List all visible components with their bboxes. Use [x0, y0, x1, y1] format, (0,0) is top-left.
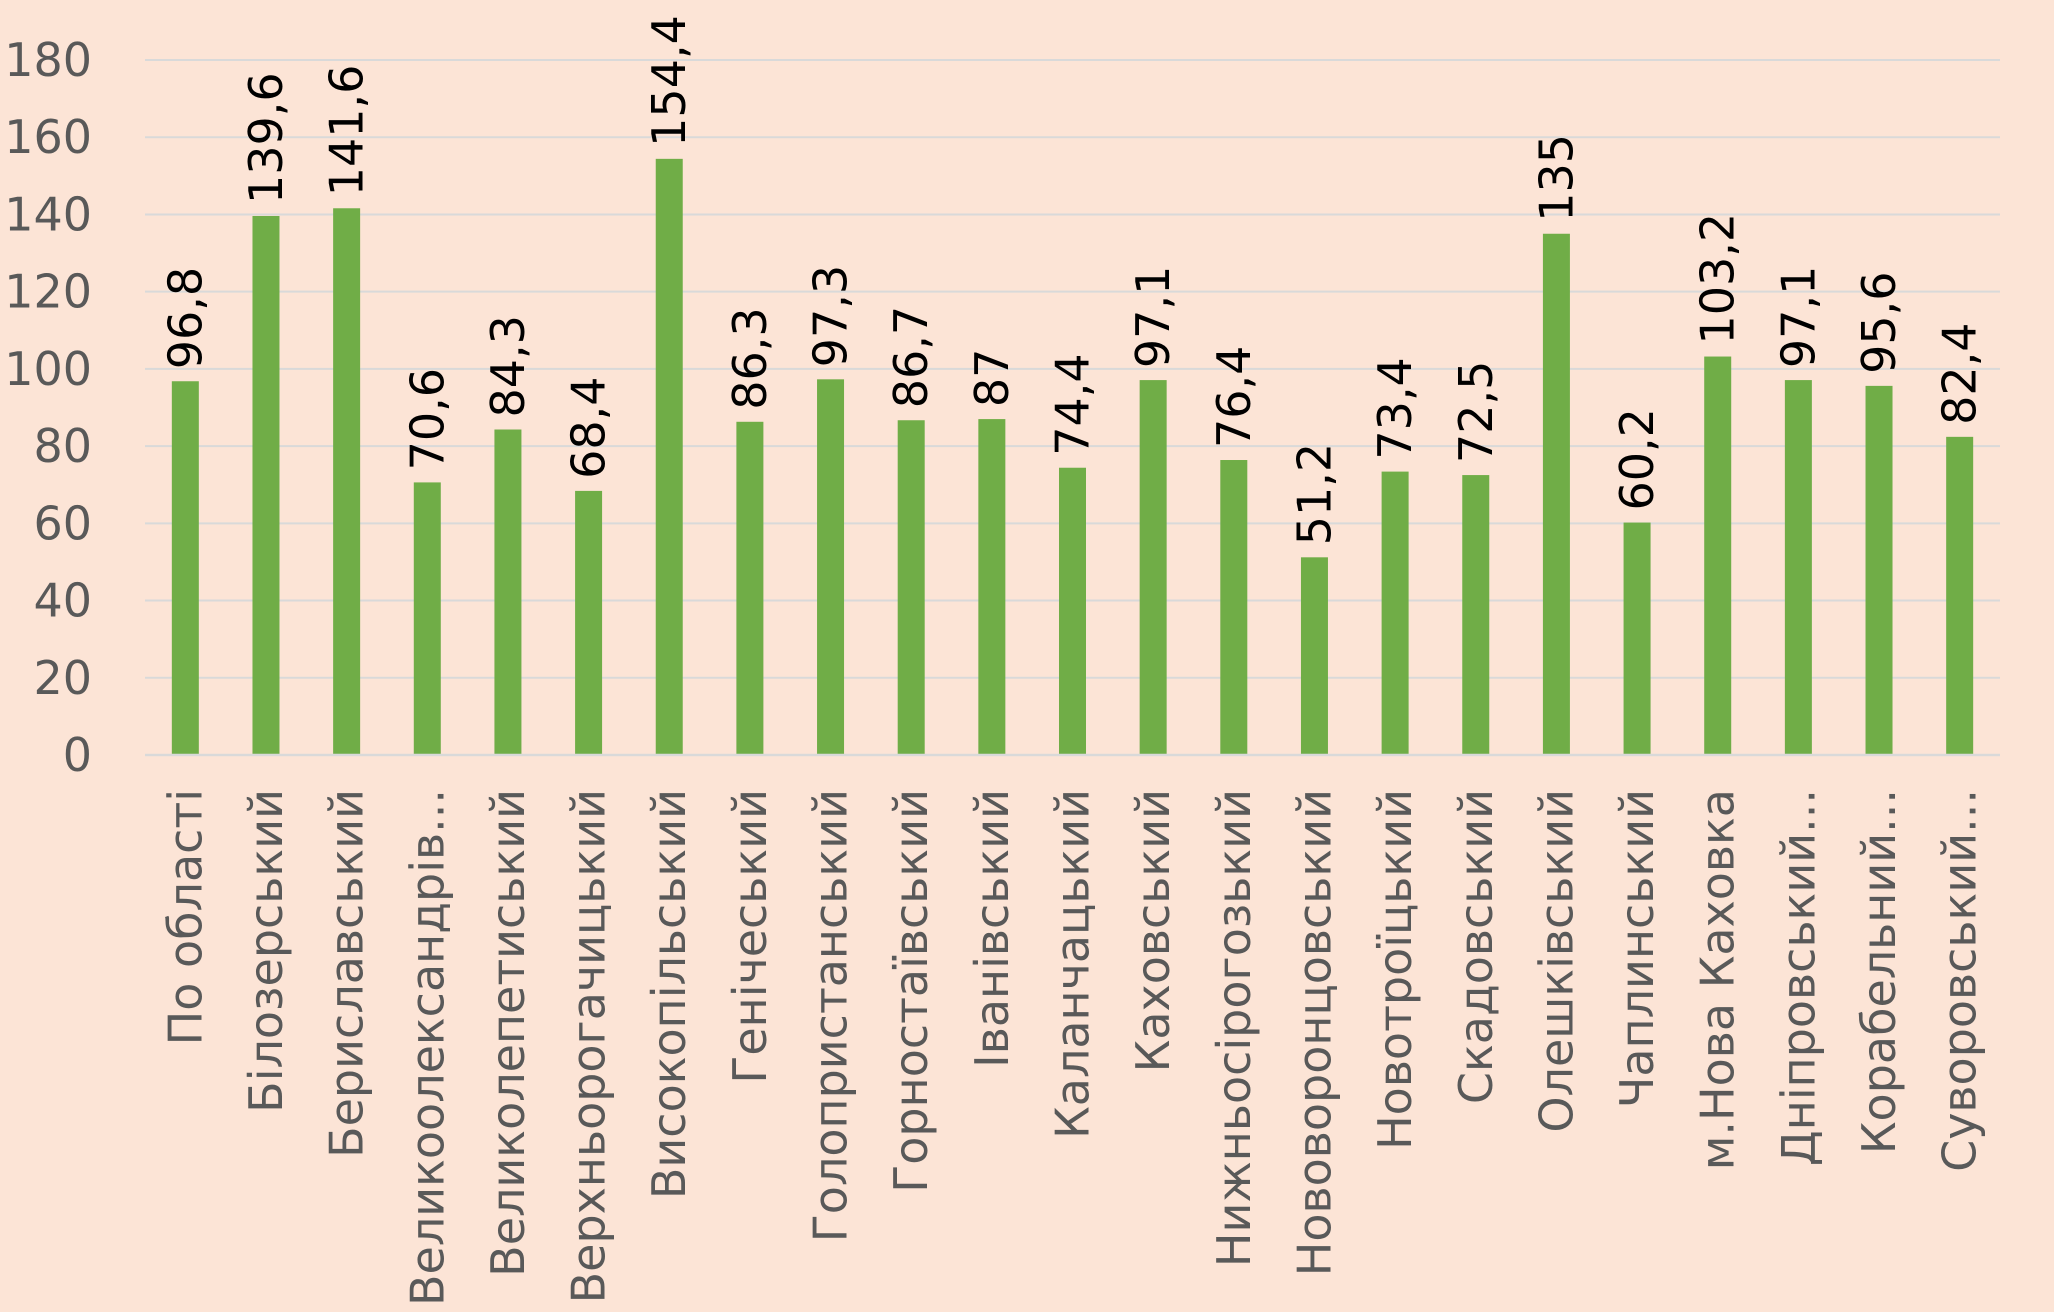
x-tick-label: Генічеський: [723, 789, 777, 1084]
x-tick-label: Білозерський: [239, 789, 293, 1113]
x-tick-label: Корабельний...: [1852, 789, 1906, 1154]
x-tick-label: Іванівський: [965, 789, 1019, 1068]
bar: [494, 429, 522, 755]
data-label: 86,3: [723, 307, 777, 409]
x-tick-label: Верхньорогачицький: [562, 789, 616, 1303]
bar: [1784, 380, 1812, 755]
x-tick-label: Великолепетиський: [481, 789, 535, 1277]
y-tick-label: 120: [4, 265, 92, 319]
x-tick-label: Чаплинський: [1610, 789, 1664, 1108]
y-tick-label: 160: [4, 110, 92, 164]
bar: [817, 379, 845, 755]
bar: [1462, 475, 1490, 755]
x-tick-label: Скадовський: [1449, 789, 1503, 1104]
bar: [1865, 385, 1893, 755]
data-label: 74,4: [1046, 353, 1100, 455]
bar: [1139, 380, 1167, 755]
bar: [1704, 356, 1732, 755]
data-label: 76,4: [1207, 346, 1261, 448]
data-labels: 96,8 139,6 141,6 70,6 84,3 68,4 154,4 86,3 97,3 8…: [158, 15, 1986, 545]
bar: [1381, 471, 1409, 755]
bar: [1059, 467, 1086, 755]
y-tick-label: 20: [33, 651, 92, 705]
bar: [252, 215, 280, 755]
y-tick-label: 180: [4, 33, 92, 87]
data-label: 95,6: [1852, 271, 1906, 373]
data-label: 82,4: [1933, 322, 1987, 424]
data-label: 72,5: [1449, 361, 1503, 463]
x-tick-label: Нововоронцовський: [1287, 789, 1341, 1276]
x-tick-label: Бериславський: [320, 789, 374, 1158]
data-label: 97,1: [1771, 266, 1825, 368]
gridlines: [145, 59, 2000, 679]
x-tick-label: Високопільський: [642, 789, 696, 1199]
data-label: 97,3: [804, 265, 858, 367]
bar: [1220, 460, 1248, 755]
bar: [897, 420, 925, 755]
x-tick-label: Голопристанський: [804, 789, 858, 1242]
data-label: 87: [965, 349, 1019, 408]
x-tick-label: Великоолександрів...: [400, 789, 454, 1306]
bar: [655, 158, 683, 755]
data-label: 97,1: [1126, 266, 1180, 368]
bar: [171, 381, 199, 755]
x-axis: По області Білозерський Бериславський Велик…: [145, 753, 2000, 1306]
data-label: 96,8: [158, 267, 212, 369]
x-tick-label: м.Нова Каховка: [1691, 789, 1745, 1170]
bar: [978, 419, 1006, 755]
x-tick-label: По області: [158, 789, 212, 1045]
bar: [1946, 436, 1974, 755]
data-label: 103,2: [1691, 213, 1745, 345]
y-tick-label: 80: [33, 419, 92, 473]
y-tick-label: 60: [33, 496, 92, 550]
x-tick-label: Новотроїцький: [1368, 789, 1422, 1150]
bar: [1623, 522, 1651, 755]
data-label: 139,6: [239, 72, 293, 204]
data-label: 141,6: [320, 65, 374, 197]
data-label: 154,4: [642, 15, 696, 147]
y-tick-label: 40: [33, 574, 92, 628]
x-tick-label: Каховський: [1126, 789, 1180, 1072]
bar: [1300, 557, 1328, 755]
data-label: 135: [1529, 134, 1583, 222]
data-label: 84,3: [481, 315, 535, 417]
bars: [171, 158, 1974, 755]
x-tick-label: Нижньосірогозький: [1207, 789, 1261, 1267]
x-tick-label: Дніпровський...: [1771, 789, 1825, 1166]
data-label: 51,2: [1287, 443, 1341, 545]
x-tick-label: Олешківський: [1529, 789, 1583, 1133]
data-label: 68,4: [562, 376, 616, 478]
x-tick-label: Горностаївський: [884, 789, 938, 1193]
bar: [333, 208, 361, 755]
bar: [413, 482, 441, 755]
data-label: 73,4: [1368, 357, 1422, 459]
y-tick-label: 100: [4, 342, 92, 396]
y-tick-label: 0: [63, 728, 92, 782]
x-tick-label: Суворовський...: [1933, 789, 1987, 1172]
data-label: 70,6: [400, 368, 454, 470]
x-tick-label: Каланчацький: [1046, 789, 1100, 1139]
data-label: 86,7: [884, 306, 938, 408]
data-label: 60,2: [1610, 408, 1664, 510]
bar: [575, 490, 603, 755]
bar: [736, 421, 764, 755]
y-tick-label: 140: [4, 187, 92, 241]
bar: [1542, 233, 1570, 755]
y-axis: 0 20 40 60 80 100 120 140 160 180: [4, 33, 92, 782]
